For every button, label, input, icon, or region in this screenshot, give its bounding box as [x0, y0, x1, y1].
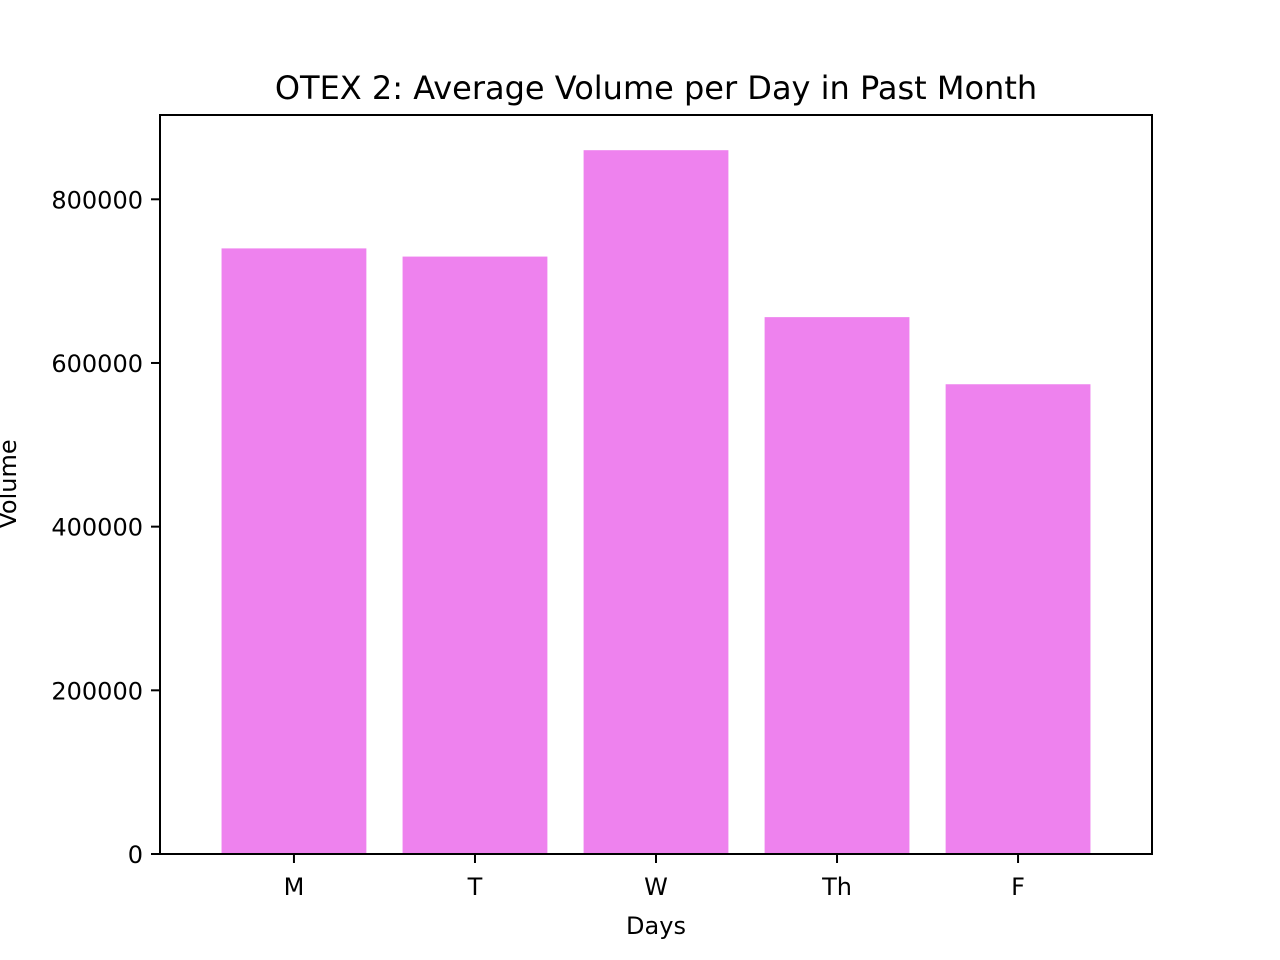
y-axis-label: Volume	[0, 439, 22, 528]
x-tick-label: M	[284, 873, 305, 901]
x-tick-label: W	[644, 873, 668, 901]
bar-f	[945, 384, 1091, 854]
y-tick-label: 800000	[51, 186, 143, 214]
y-axis-ticks: 0 200000 400000 600000 800000	[51, 186, 160, 869]
x-tick-label: T	[467, 873, 483, 901]
bar-m	[221, 248, 367, 854]
y-tick-label: 600000	[51, 350, 143, 378]
y-tick-label: 400000	[51, 514, 143, 542]
x-axis-label: Days	[626, 912, 686, 940]
bar-t	[402, 256, 548, 854]
y-tick-label: 0	[128, 841, 143, 869]
bar-th	[764, 317, 910, 855]
bars-group	[221, 150, 1091, 855]
x-tick-label: Th	[821, 873, 852, 901]
y-tick-label: 200000	[51, 677, 143, 705]
bar-w	[583, 150, 729, 854]
x-axis-ticks: M T W Th F	[284, 854, 1025, 901]
x-tick-label: F	[1011, 873, 1025, 901]
chart-title: OTEX 2: Average Volume per Day in Past M…	[275, 69, 1037, 107]
